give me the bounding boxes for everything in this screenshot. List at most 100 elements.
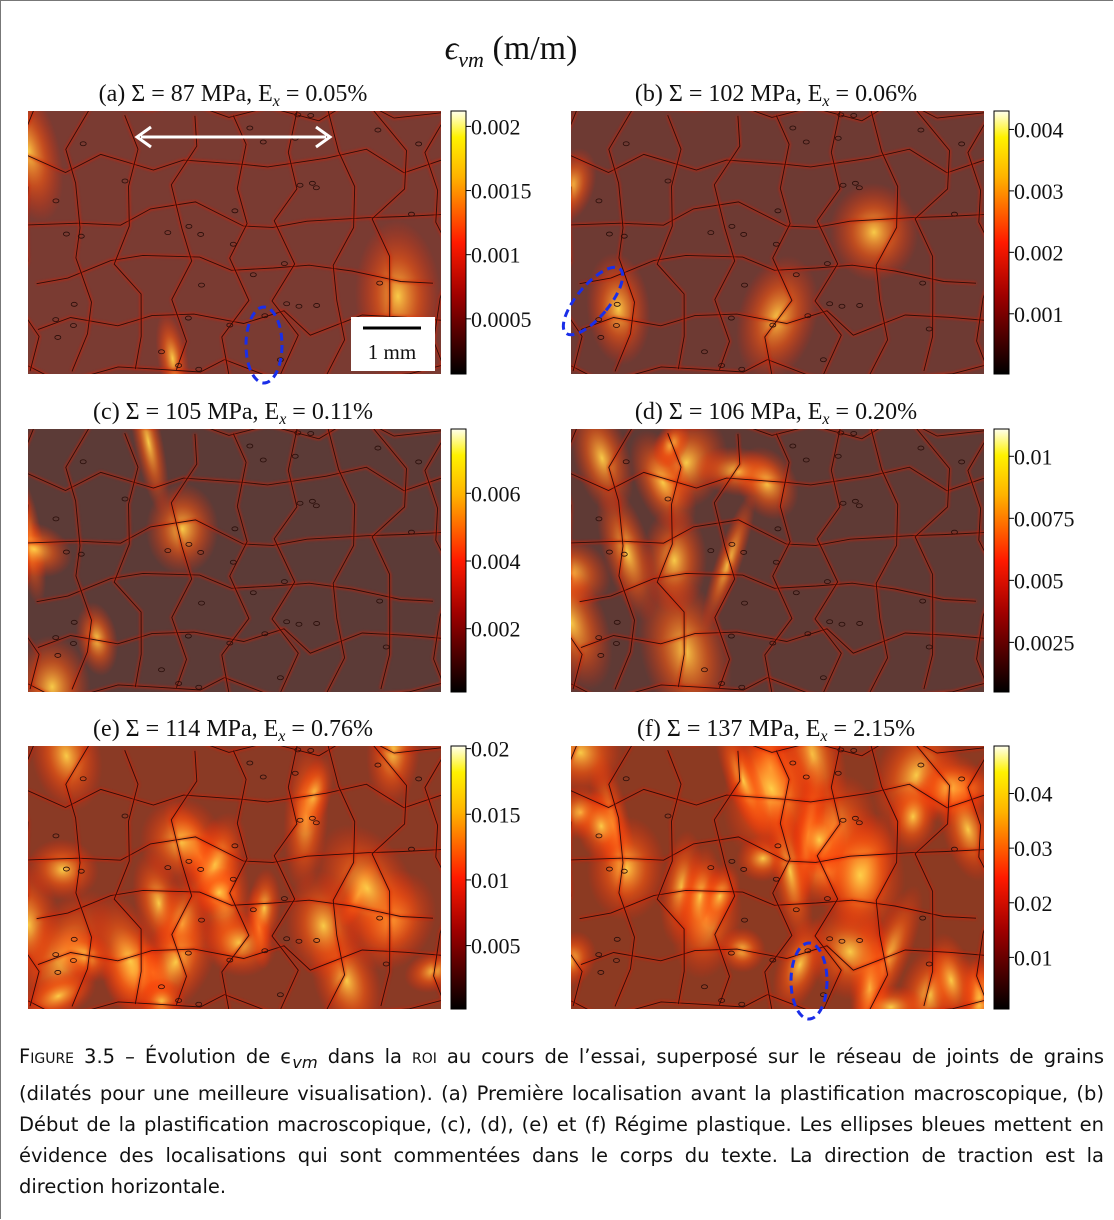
hot-spot (596, 484, 659, 622)
hot-spot (127, 429, 170, 516)
panel-title-main: (e) Σ = 114 MPa, E (93, 716, 278, 742)
grain-inclusion (246, 443, 254, 449)
colorbar-tick-label: 0.005 (471, 934, 521, 959)
grain-inclusion (727, 950, 735, 956)
grain-inclusion (185, 858, 193, 864)
grain-boundary (914, 111, 950, 372)
grain-boundary (914, 746, 950, 1007)
grain-inclusion (664, 813, 672, 819)
grain-boundary (28, 111, 40, 372)
grain-inclusion (595, 317, 603, 322)
grain-inclusion (606, 866, 613, 872)
grain-inclusion (772, 559, 780, 565)
colorbar-tick-label: 0.01 (1014, 945, 1053, 970)
grain-inclusion (295, 621, 303, 627)
grain-inclusion (70, 619, 78, 625)
grain-inclusion (77, 551, 85, 557)
grain-inclusion (595, 516, 603, 522)
grain-inclusion (281, 261, 288, 267)
grain-boundary (579, 572, 977, 603)
panel: (c) Σ = 105 MPa, Ex = 0.11% 0.002 0.004 0.0… (28, 399, 521, 693)
colorbar-tick-label: 0.001 (471, 243, 521, 268)
colorbar-tick-label: 0.0005 (471, 307, 532, 332)
grain-boundary (271, 111, 299, 374)
grain-inclusion (229, 241, 237, 247)
grain-inclusion (740, 867, 748, 872)
grain-inclusion (246, 760, 254, 766)
grain-inclusion (307, 113, 315, 118)
grain-inclusion (622, 459, 630, 465)
colorbar-tick-label: 0.015 (471, 802, 521, 827)
panel-title: (d) Σ = 106 MPa, Ex = 0.20% (635, 399, 917, 428)
grain-inclusion (295, 938, 303, 944)
grain-boundary (221, 433, 250, 692)
grain-inclusion (175, 998, 183, 1003)
grain-inclusion (63, 549, 70, 555)
grain-inclusion (313, 938, 321, 943)
panel: (b) Σ = 102 MPa, Ex = 0.06% 0.001 0.002 0.0… (571, 81, 1064, 375)
grain-boundary (571, 836, 984, 863)
grain-inclusion (772, 241, 780, 247)
grain-inclusion (701, 667, 708, 673)
grain-boundary (571, 994, 984, 1009)
grain-inclusion (158, 667, 165, 673)
grain-inclusion (296, 817, 304, 823)
arrow-head (134, 125, 333, 149)
panel-title-sub: x (821, 411, 829, 428)
hot-spot (28, 111, 64, 222)
highlight-ellipse (244, 305, 284, 385)
grain-inclusion (408, 529, 415, 535)
grain-boundary (571, 519, 984, 546)
grain-boundary (914, 429, 950, 690)
grain-inclusion (728, 541, 736, 547)
hot-spot (145, 483, 219, 575)
grain-inclusion (804, 631, 812, 637)
grain-boundary (656, 433, 685, 688)
grain-boundary (37, 628, 441, 654)
grain-inclusion (826, 619, 834, 625)
grain-boundary (579, 254, 977, 285)
hot-spot (571, 746, 623, 794)
grain-inclusion (259, 139, 267, 145)
grain-inclusion (307, 748, 315, 753)
grain-inclusion (296, 500, 304, 506)
grain-inclusion (595, 833, 603, 839)
grain-inclusion (121, 496, 129, 502)
grain-inclusion (834, 135, 842, 141)
grain-inclusion (855, 820, 863, 826)
grain-inclusion (958, 776, 966, 782)
grain-inclusion (774, 208, 782, 214)
grain-boundary (608, 111, 635, 372)
hot-spot (714, 746, 772, 840)
grain-inclusion (622, 141, 630, 147)
grain-inclusion (121, 813, 129, 819)
hot-spot (201, 909, 278, 977)
colorbar (450, 745, 467, 1010)
grain-inclusion (184, 633, 192, 639)
grain-inclusion (164, 865, 172, 871)
grain-inclusion (376, 598, 384, 604)
grain-inclusion (701, 349, 708, 355)
grain-boundary (869, 429, 899, 692)
heading-symbol: ϵ (445, 30, 460, 67)
grain-inclusion (839, 182, 847, 188)
grain-boundary (65, 111, 92, 372)
colorbar (450, 428, 467, 693)
grain-inclusion (804, 948, 812, 954)
strain-map (571, 429, 984, 692)
grain-boundary (221, 115, 250, 374)
grain-inclusion (198, 917, 205, 923)
grain-inclusion (229, 876, 237, 882)
grain-boundary (764, 750, 793, 1009)
grain-inclusion (231, 843, 239, 849)
panel: (a) Σ = 87 MPa, Ex = 0.05% 0.0005 0.001 0.0… (28, 81, 532, 375)
grain-inclusion (834, 453, 842, 459)
grain-inclusion (249, 272, 257, 278)
grain-inclusion (70, 301, 78, 307)
grain-boundary (424, 759, 441, 997)
grain-inclusion (382, 961, 390, 967)
annotations: 1 mm (134, 125, 829, 1021)
grain-inclusion (197, 232, 205, 237)
caption: Figure 3.5 – Évolution de ϵvm dans la ro… (19, 1041, 1104, 1202)
grain-inclusion (740, 550, 748, 555)
